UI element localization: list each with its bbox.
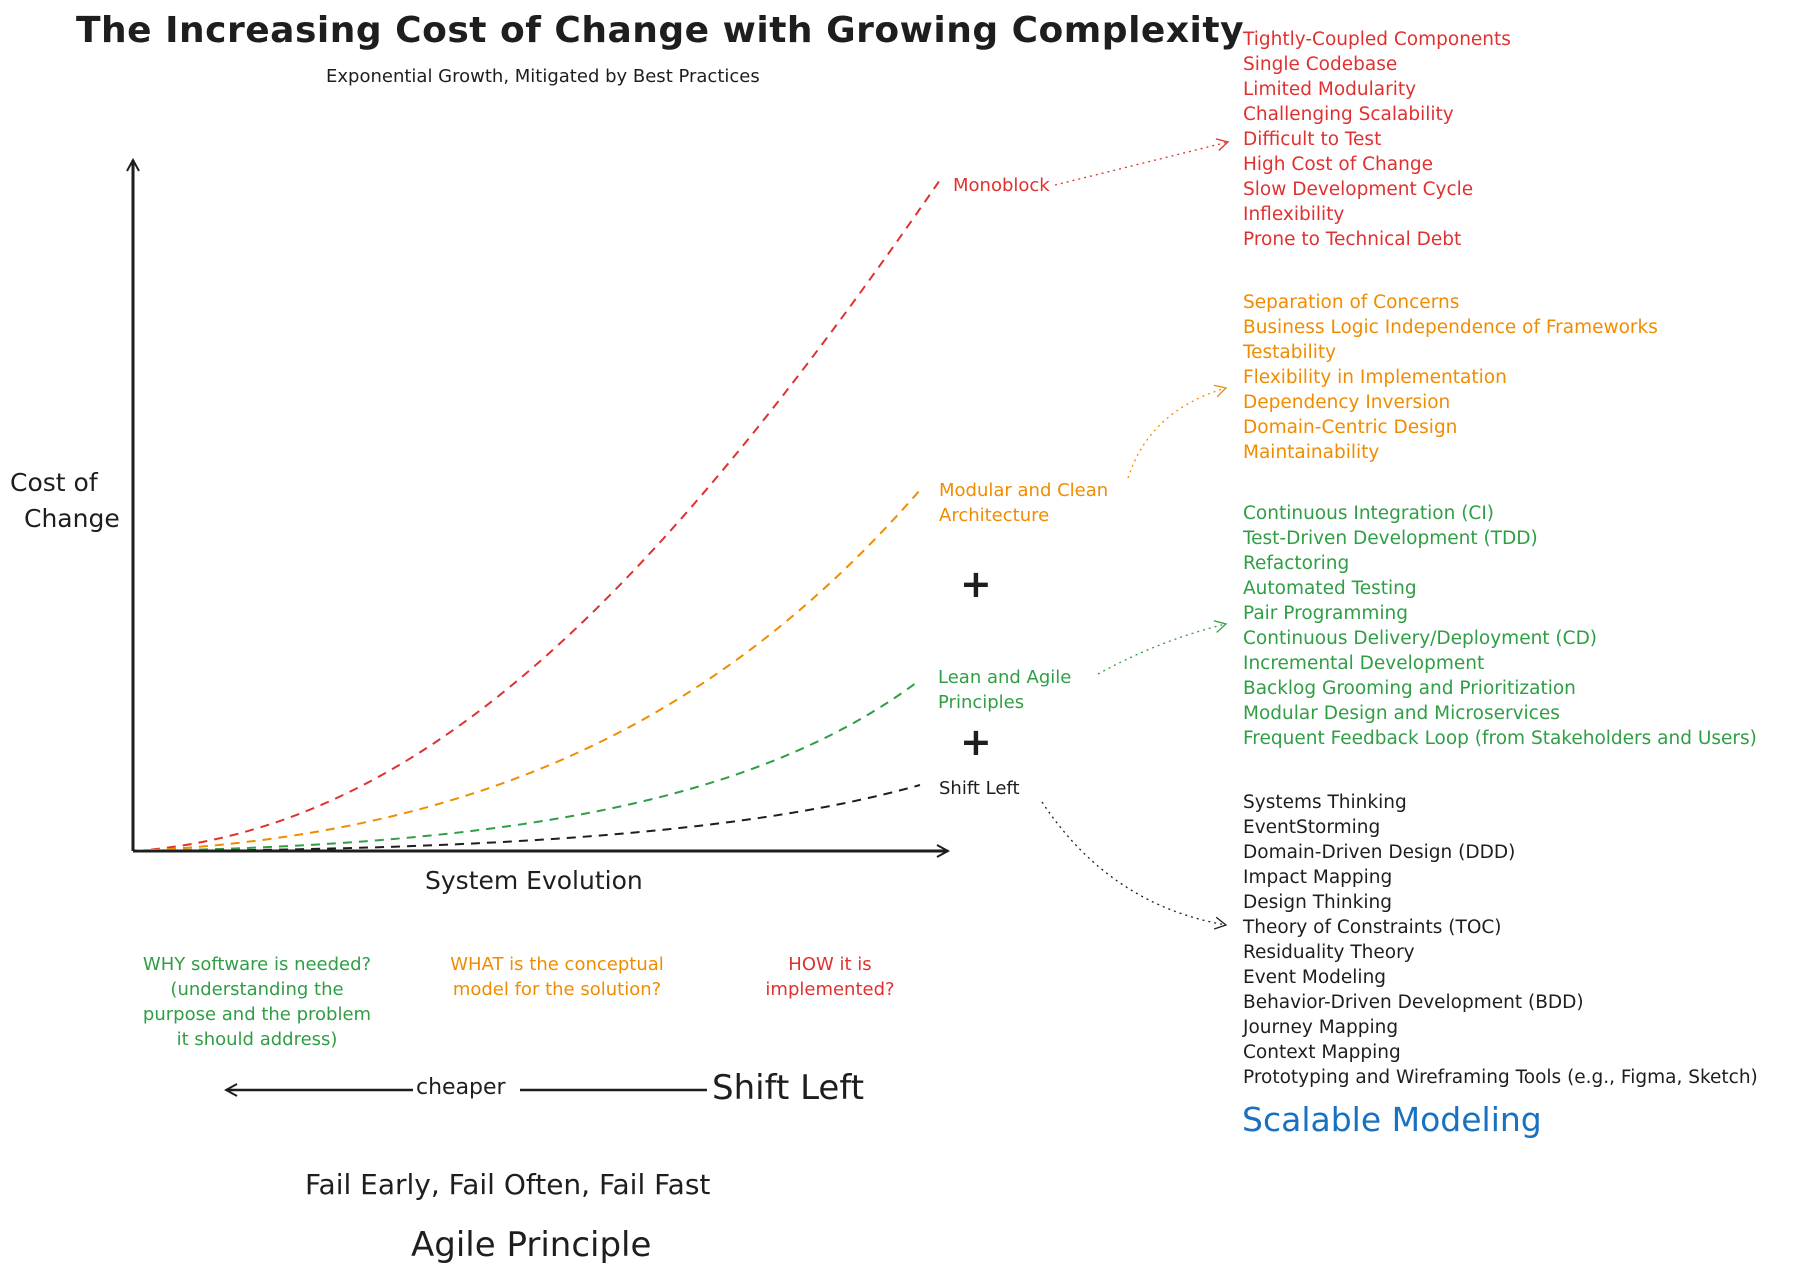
lean-agile-label-line2: Principles [938, 692, 1025, 713]
list-item: EventStorming [1243, 817, 1381, 838]
list-item: Limited Modularity [1243, 79, 1417, 100]
list-item: Maintainability [1243, 442, 1380, 463]
list-item: High Cost of Change [1243, 154, 1433, 175]
plus-sign-upper: + [960, 562, 992, 606]
monoblock-list: Tightly-Coupled Components Single Codeba… [1243, 27, 1511, 252]
y-axis-label-line1: Cost of [10, 468, 98, 497]
shift-left-list: Systems Thinking EventStorming Domain-Dr… [1243, 790, 1758, 1090]
list-item: Frequent Feedback Loop (from Stakeholder… [1243, 728, 1757, 749]
monoblock-connector [1054, 138, 1230, 186]
modular-connector [1127, 384, 1228, 479]
agile-principle-heading: Agile Principle [411, 1225, 652, 1265]
list-item: Dependency Inversion [1243, 392, 1451, 413]
modular-curve [134, 489, 921, 852]
fail-fast-text: Fail Early, Fail Often, Fail Fast [305, 1168, 711, 1201]
agile-list: Continuous Integration (CI) Test-Driven … [1243, 501, 1757, 751]
list-item: Business Logic Independence of Framework… [1243, 317, 1658, 338]
shift-left-heading: Shift Left [712, 1068, 865, 1108]
why-question: WHY software is needed? (understanding t… [126, 952, 388, 1052]
list-item: Continuous Delivery/Deployment (CD) [1243, 628, 1598, 649]
why-line: purpose and the problem [142, 1004, 372, 1025]
why-line: it should address) [176, 1029, 338, 1050]
list-item: Testability [1243, 342, 1337, 363]
list-item: Event Modeling [1243, 967, 1387, 988]
list-item: Modular Design and Microservices [1243, 703, 1560, 724]
page-subtitle: Exponential Growth, Mitigated by Best Pr… [326, 66, 760, 87]
lean-agile-connector [1097, 620, 1228, 675]
how-question: HOW it is implemented? [760, 952, 900, 1002]
what-line: model for the solution? [452, 979, 662, 1000]
lean-agile-curve [134, 679, 921, 852]
modular-list: Separation of Concerns Business Logic In… [1243, 290, 1658, 465]
list-item: Domain-Driven Design (DDD) [1243, 842, 1516, 863]
scalable-modeling-heading: Scalable Modeling [1242, 1100, 1542, 1139]
list-item: Pair Programming [1243, 603, 1408, 624]
list-item: Residuality Theory [1243, 942, 1415, 963]
page-title: The Increasing Cost of Change with Growi… [76, 10, 1245, 51]
lean-agile-label-line1: Lean and Agile [938, 667, 1072, 688]
list-item: Automated Testing [1243, 578, 1417, 599]
y-axis-label-line2: Change [24, 504, 120, 533]
list-item: Refactoring [1243, 553, 1350, 574]
list-item: Prototyping and Wireframing Tools (e.g.,… [1243, 1067, 1758, 1088]
shift-left-label: Shift Left [939, 778, 1020, 799]
list-item: Impact Mapping [1243, 867, 1393, 888]
list-item: Context Mapping [1243, 1042, 1401, 1063]
list-item: Single Codebase [1243, 54, 1398, 75]
why-line: WHY software is needed? [142, 954, 372, 975]
list-item: Systems Thinking [1243, 792, 1407, 813]
list-item: Behavior-Driven Development (BDD) [1243, 992, 1584, 1013]
cheaper-label: cheaper [414, 1075, 508, 1100]
list-item: Difficult to Test [1243, 129, 1382, 150]
modular-label-line1: Modular and Clean [939, 480, 1109, 501]
list-item: Continuous Integration (CI) [1243, 503, 1494, 524]
list-item: Tightly-Coupled Components [1243, 29, 1511, 50]
list-item: Incremental Development [1243, 653, 1485, 674]
list-item: Domain-Centric Design [1243, 417, 1458, 438]
list-item: Challenging Scalability [1243, 104, 1454, 125]
list-item: Separation of Concerns [1243, 292, 1460, 313]
list-item: Journey Mapping [1243, 1017, 1399, 1038]
what-line: WHAT is the conceptual [450, 954, 664, 975]
monoblock-label: Monoblock [953, 175, 1050, 196]
list-item: Backlog Grooming and Prioritization [1243, 678, 1576, 699]
list-item: Slow Development Cycle [1243, 179, 1474, 200]
how-line: HOW it is [788, 954, 872, 975]
list-item: Test-Driven Development (TDD) [1243, 528, 1538, 549]
list-item: Theory of Constraints (TOC) [1243, 917, 1502, 938]
what-question: WHAT is the conceptual model for the sol… [432, 952, 682, 1002]
plus-sign-lower: + [960, 720, 992, 764]
how-line: implemented? [765, 979, 895, 1000]
monoblock-curve [134, 179, 941, 852]
why-line: (understanding the [170, 979, 344, 1000]
list-item: Inflexibility [1243, 204, 1345, 225]
list-item: Flexibility in Implementation [1243, 367, 1507, 388]
list-item: Design Thinking [1243, 892, 1392, 913]
x-axis-label: System Evolution [425, 866, 643, 895]
shift-left-connector [1041, 801, 1228, 930]
list-item: Prone to Technical Debt [1243, 229, 1462, 250]
modular-label-line2: Architecture [939, 505, 1050, 526]
